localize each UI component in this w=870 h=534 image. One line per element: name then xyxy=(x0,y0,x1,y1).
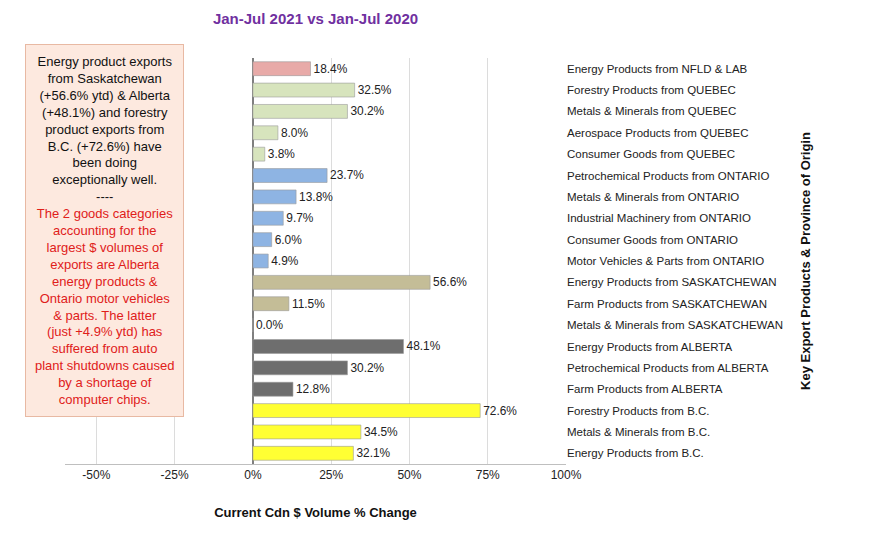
svg-text:8.0%: 8.0% xyxy=(281,126,309,140)
svg-text:Consumer Goods from ONTARIO: Consumer Goods from ONTARIO xyxy=(567,234,738,246)
svg-text:Metals & Minerals from QUEBEC: Metals & Minerals from QUEBEC xyxy=(567,105,736,117)
svg-text:0%: 0% xyxy=(244,468,262,482)
svg-text:18.4%: 18.4% xyxy=(314,62,348,76)
svg-text:Key Export Products & Province: Key Export Products & Province of Origin xyxy=(798,132,813,390)
svg-text:Industrial Machinery from ONTA: Industrial Machinery from ONTARIO xyxy=(567,212,751,224)
svg-text:Petrochemical Products from ON: Petrochemical Products from ONTARIO xyxy=(567,170,769,182)
svg-text:Jan-Jul 2021 vs Jan-Jul 2020: Jan-Jul 2021 vs Jan-Jul 2020 xyxy=(213,10,418,27)
svg-text:30.2%: 30.2% xyxy=(350,361,384,375)
svg-text:Farm Products from ALBERTA: Farm Products from ALBERTA xyxy=(567,383,723,395)
svg-text:Aerospace Products from QUEBEC: Aerospace Products from QUEBEC xyxy=(567,127,749,139)
svg-text:75%: 75% xyxy=(476,468,500,482)
svg-text:11.5%: 11.5% xyxy=(292,297,325,311)
svg-text:72.6%: 72.6% xyxy=(483,404,517,418)
svg-text:Current Cdn $ Volume % Change: Current Cdn $ Volume % Change xyxy=(214,505,417,520)
svg-text:Farm Products from SASKATCHEWA: Farm Products from SASKATCHEWAN xyxy=(567,298,767,310)
svg-text:Energy Products from B.C.: Energy Products from B.C. xyxy=(567,447,704,459)
svg-text:13.8%: 13.8% xyxy=(299,190,333,204)
svg-text:Energy Products from SASKATCHE: Energy Products from SASKATCHEWAN xyxy=(567,276,777,288)
svg-text:Energy Products from ALBERTA: Energy Products from ALBERTA xyxy=(567,340,732,352)
svg-text:Forestry Products from B.C.: Forestry Products from B.C. xyxy=(567,405,710,417)
svg-text:6.0%: 6.0% xyxy=(275,233,303,247)
svg-text:100%: 100% xyxy=(551,468,582,482)
svg-text:-25%: -25% xyxy=(161,468,189,482)
svg-text:9.7%: 9.7% xyxy=(286,211,314,225)
svg-text:56.6%: 56.6% xyxy=(433,275,467,289)
svg-text:Metals & Minerals from B.C.: Metals & Minerals from B.C. xyxy=(567,426,710,438)
svg-text:32.1%: 32.1% xyxy=(356,446,390,460)
svg-text:Petrochemical Products from AL: Petrochemical Products from ALBERTA xyxy=(567,362,769,374)
svg-text:4.9%: 4.9% xyxy=(271,254,299,268)
svg-text:Forestry Products from QUEBEC: Forestry Products from QUEBEC xyxy=(567,84,736,96)
svg-text:Metals & Minerals from SASKATC: Metals & Minerals from SASKATCHEWAN xyxy=(567,319,783,331)
svg-text:34.5%: 34.5% xyxy=(364,425,398,439)
svg-text:-50%: -50% xyxy=(82,468,110,482)
svg-text:48.1%: 48.1% xyxy=(407,339,441,353)
svg-text:Consumer Goods from QUEBEC: Consumer Goods from QUEBEC xyxy=(567,148,735,160)
svg-text:3.8%: 3.8% xyxy=(268,147,296,161)
svg-text:0.0%: 0.0% xyxy=(256,318,284,332)
svg-text:Energy Products from NFLD & LA: Energy Products from NFLD & LAB xyxy=(567,63,748,75)
svg-text:30.2%: 30.2% xyxy=(350,104,384,118)
svg-text:50%: 50% xyxy=(397,468,421,482)
svg-text:32.5%: 32.5% xyxy=(358,83,392,97)
svg-text:Motor Vehicles & Parts from ON: Motor Vehicles & Parts from ONTARIO xyxy=(567,255,764,267)
svg-text:23.7%: 23.7% xyxy=(330,168,364,182)
svg-text:Energy product exportsfrom Sas: Energy product exportsfrom Saskatchewan(… xyxy=(35,54,174,407)
svg-text:Metals & Minerals from ONTARIO: Metals & Minerals from ONTARIO xyxy=(567,191,739,203)
svg-text:25%: 25% xyxy=(319,468,343,482)
svg-text:12.8%: 12.8% xyxy=(296,382,330,396)
